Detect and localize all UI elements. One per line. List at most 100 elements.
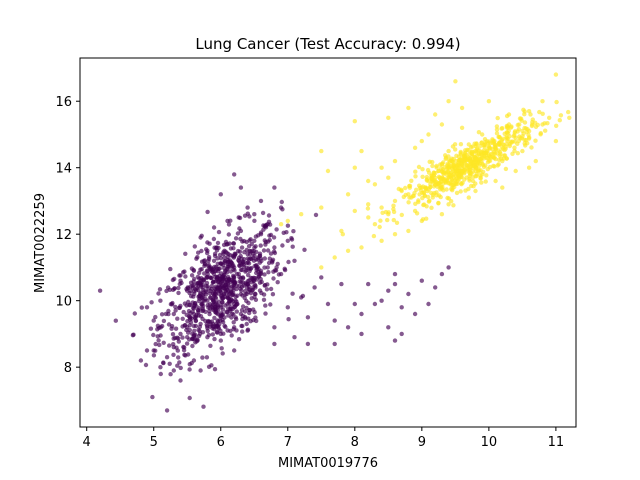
- data-point-class_0: [218, 285, 223, 290]
- data-point-class_1: [520, 148, 525, 154]
- data-point-class_0: [176, 290, 181, 296]
- data-point-class_0: [219, 346, 224, 351]
- data-point-class_0: [198, 321, 203, 327]
- data-point-class_0: [433, 285, 438, 290]
- data-point-class_0: [203, 288, 208, 293]
- data-point-class_1: [467, 159, 473, 164]
- data-point-class_1: [558, 113, 564, 118]
- data-point-class_0: [233, 294, 238, 299]
- data-point-class_1: [492, 149, 497, 155]
- data-point-class_1: [459, 125, 465, 130]
- data-point-class_1: [515, 151, 520, 156]
- data-point-class_0: [211, 258, 217, 263]
- data-point-class_0: [177, 281, 182, 287]
- data-point-class_0: [193, 288, 199, 293]
- data-point-class_0: [228, 305, 233, 310]
- data-point-class_0: [234, 309, 239, 314]
- data-point-class_0: [222, 323, 227, 328]
- data-point-class_0: [200, 285, 205, 290]
- data-point-class_0: [213, 284, 218, 289]
- data-point-class_0: [200, 301, 205, 306]
- data-point-class_1: [379, 205, 384, 210]
- data-point-class_1: [371, 233, 377, 239]
- data-point-class_0: [211, 299, 217, 304]
- data-point-class_1: [540, 99, 545, 104]
- data-point-class_0: [173, 304, 178, 310]
- data-point-class_1: [470, 175, 476, 180]
- data-point-class_0: [228, 289, 233, 294]
- data-point-class_0: [230, 284, 235, 289]
- data-point-class_1: [537, 109, 542, 115]
- data-point-class_1: [420, 167, 425, 172]
- data-point-class_0: [386, 288, 391, 293]
- data-point-class_0: [267, 233, 272, 238]
- data-point-class_0: [253, 244, 258, 249]
- data-point-class_1: [467, 170, 472, 175]
- data-point-class_1: [380, 210, 385, 215]
- data-point-class_0: [439, 271, 445, 277]
- data-point-class_0: [213, 307, 218, 312]
- data-point-class_1: [460, 180, 465, 185]
- data-point-class_1: [493, 178, 498, 184]
- data-point-class_0: [252, 291, 258, 296]
- data-point-class_0: [271, 276, 276, 281]
- data-point-class_0: [240, 304, 246, 309]
- data-point-class_1: [366, 215, 371, 220]
- data-point-class_0: [192, 315, 197, 320]
- data-point-class_1: [516, 138, 522, 144]
- data-point-class_1: [494, 131, 500, 136]
- y-tick-label: 14: [55, 162, 72, 177]
- data-point-class_1: [366, 202, 371, 207]
- data-point-class_0: [175, 316, 180, 321]
- data-point-class_0: [139, 305, 144, 310]
- data-point-class_0: [210, 332, 215, 337]
- data-point-class_0: [221, 251, 226, 257]
- data-point-class_1: [447, 158, 452, 163]
- plot-frame: [79, 57, 577, 428]
- data-point-class_0: [258, 268, 264, 273]
- data-point-class_0: [319, 275, 324, 280]
- data-point-class_1: [446, 99, 451, 104]
- data-point-class_1: [446, 154, 451, 159]
- data-point-class_0: [247, 238, 252, 243]
- data-point-class_0: [218, 192, 223, 197]
- data-point-class_0: [359, 331, 364, 337]
- x-tick-label: 10: [481, 435, 498, 450]
- data-point-class_0: [197, 331, 203, 336]
- data-point-class_1: [513, 168, 518, 174]
- data-point-class_1: [492, 142, 497, 147]
- data-point-class_1: [473, 155, 478, 160]
- data-point-class_0: [239, 308, 245, 313]
- data-point-class_0: [245, 205, 250, 210]
- data-point-class_1: [484, 139, 490, 144]
- data-point-class_0: [305, 315, 311, 320]
- data-point-class_0: [249, 296, 254, 301]
- data-point-class_0: [261, 292, 267, 297]
- data-point-class_0: [240, 323, 245, 329]
- data-point-class_0: [262, 272, 267, 277]
- data-point-class_0: [263, 311, 268, 316]
- data-point-class_0: [268, 302, 273, 307]
- data-point-class_0: [241, 259, 246, 265]
- data-point-class_0: [212, 336, 217, 342]
- data-point-class_1: [530, 122, 535, 127]
- data-point-class_1: [425, 194, 431, 200]
- data-point-class_1: [466, 195, 471, 200]
- data-point-class_0: [171, 352, 176, 357]
- data-point-class_0: [446, 265, 451, 270]
- data-point-class_0: [205, 298, 210, 303]
- data-point-class_1: [438, 166, 444, 171]
- data-point-class_1: [433, 112, 438, 117]
- data-point-class_0: [205, 302, 210, 308]
- data-point-class_1: [451, 156, 456, 162]
- data-point-class_0: [236, 337, 242, 342]
- data-point-class_1: [442, 178, 447, 183]
- data-point-class_0: [176, 339, 181, 344]
- data-point-class_0: [149, 300, 154, 305]
- x-tick-label: 7: [284, 435, 292, 450]
- data-point-class_1: [515, 122, 520, 128]
- data-point-class_0: [399, 331, 404, 337]
- data-point-class_0: [292, 258, 297, 263]
- data-point-class_0: [332, 318, 337, 323]
